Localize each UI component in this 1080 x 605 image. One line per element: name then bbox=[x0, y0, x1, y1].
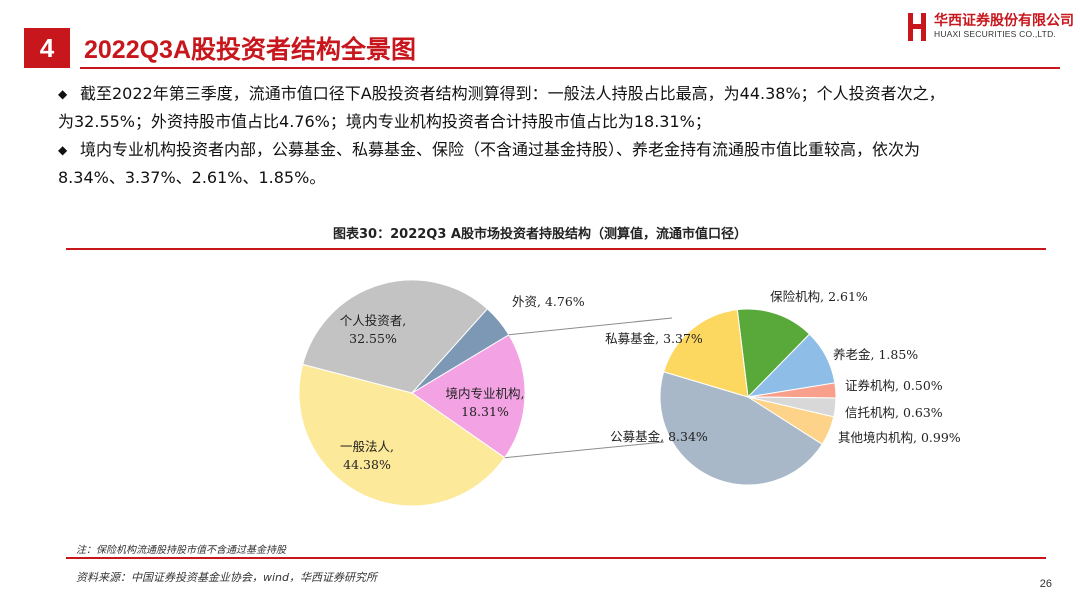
bullet-text-line2: 为32.55%；外资持股市值占比4.76%；境内专业机构投资者合计持股市值占比为… bbox=[58, 112, 711, 131]
label-securities: 证券机构, 0.50% bbox=[845, 378, 943, 393]
main-pie bbox=[298, 279, 526, 507]
logo-english-name: HUAXI SECURITIES CO.,LTD. bbox=[934, 29, 1056, 39]
label-insurance: 保险机构, 2.61% bbox=[770, 289, 868, 304]
main-slice-3 bbox=[411, 334, 526, 459]
bullet-text-line1: 境内专业机构投资者内部，公募基金、私募基金、保险（不含通过基金持股）、养老金持有… bbox=[80, 140, 921, 159]
label-individual-name: 个人投资者, bbox=[340, 313, 406, 328]
diamond-bullet-icon: ◆ bbox=[58, 143, 68, 157]
label-other-institution: 其他境内机构, 0.99% bbox=[838, 430, 961, 445]
page-number: 26 bbox=[1039, 578, 1052, 590]
connector-line-0 bbox=[508, 317, 673, 336]
label-institution-name: 境内专业机构, bbox=[446, 386, 525, 401]
label-corporate-name: 一般法人, bbox=[340, 439, 394, 454]
label-private-fund: 私募基金, 3.37% bbox=[605, 331, 703, 346]
label-corporate-value: 44.38% bbox=[343, 457, 391, 472]
breakdown-slice-0 bbox=[659, 371, 823, 486]
bullet-text-line1: 截至2022年第三季度，流通市值口径下A股投资者结构测算得到：一般法人持股占比最… bbox=[80, 84, 945, 103]
main-slice-2 bbox=[411, 308, 510, 394]
label-foreign: 外资, 4.76% bbox=[512, 294, 585, 309]
chart-footnote: 注：保险机构流通股持股市值不含通过基金持股 bbox=[76, 545, 286, 556]
label-trust: 信托机构, 0.63% bbox=[845, 405, 943, 420]
data-source: 资料来源：中国证券投资基金业协会，wind，华西证券研究所 bbox=[76, 571, 378, 584]
bullet-text-line2: 8.34%、3.37%、2.61%、1.85%。 bbox=[58, 168, 326, 187]
section-number-badge: 4 bbox=[24, 28, 70, 68]
diamond-bullet-icon: ◆ bbox=[58, 87, 68, 101]
label-mutual-fund: 公募基金, 8.34% bbox=[610, 429, 708, 444]
label-individual-value: 32.55% bbox=[349, 331, 397, 346]
breakdown-pie bbox=[659, 308, 837, 486]
bullet-item: ◆ 境内专业机构投资者内部，公募基金、私募基金、保险（不含通过基金持股）、养老金… bbox=[58, 136, 1068, 192]
connector-lines bbox=[504, 317, 673, 459]
label-institution-value: 18.31% bbox=[461, 404, 509, 419]
summary-bullets: ◆ 截至2022年第三季度，流通市值口径下A股投资者结构测算得到：一般法人持股占… bbox=[58, 80, 1068, 192]
chart-title: 图表30：2022Q3 A股市场投资者持股结构（测算值，流通市值口径） bbox=[333, 227, 747, 242]
chart-top-rule bbox=[66, 248, 1046, 250]
breakdown-slice-1 bbox=[663, 309, 749, 398]
main-slice-0 bbox=[298, 363, 506, 507]
slide-title: 2022Q3A股投资者结构全景图 bbox=[84, 36, 417, 64]
main-slice-1 bbox=[302, 279, 489, 394]
label-pension: 养老金, 1.85% bbox=[833, 347, 918, 362]
company-logo: 华西证券股份有限公司 HUAXI SECURITIES CO.,LTD. bbox=[906, 10, 1074, 46]
bullet-item: ◆ 截至2022年第三季度，流通市值口径下A股投资者结构测算得到：一般法人持股占… bbox=[58, 80, 1068, 136]
huaxi-logo-icon bbox=[908, 13, 926, 41]
breakdown-slice-2 bbox=[736, 308, 811, 399]
chart-bottom-rule bbox=[66, 557, 1046, 559]
connector-line-1 bbox=[504, 441, 665, 459]
header-divider bbox=[80, 67, 1060, 69]
logo-chinese-name: 华西证券股份有限公司 bbox=[934, 13, 1074, 29]
